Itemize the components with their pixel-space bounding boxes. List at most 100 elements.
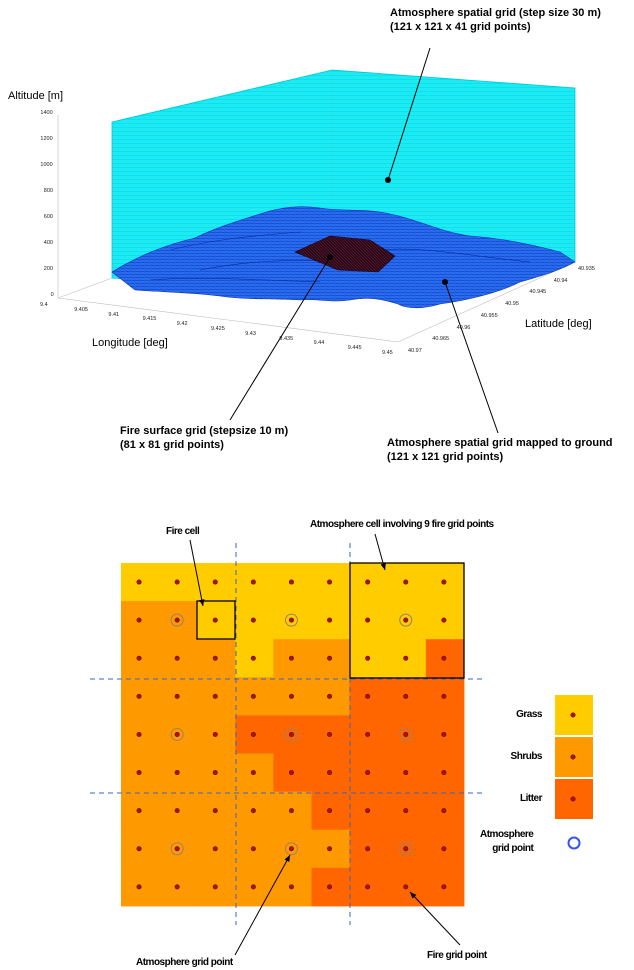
fire-point-arrow-head bbox=[410, 892, 417, 899]
fire-grid-point bbox=[288, 655, 294, 661]
fire-grid-point bbox=[365, 579, 371, 585]
fuel-cell bbox=[235, 715, 274, 754]
fire-grid-point-label: Fire grid point bbox=[427, 950, 487, 961]
fire-grid-point bbox=[212, 808, 218, 814]
legend-swatch bbox=[555, 695, 593, 735]
atm-cell-arrow bbox=[374, 533, 386, 571]
fire-grid-point bbox=[212, 655, 218, 661]
fire-cell-outline bbox=[196, 600, 236, 640]
fuel-cell bbox=[387, 791, 427, 831]
fuel-cell bbox=[273, 867, 312, 907]
fire-grid-point bbox=[288, 693, 294, 699]
fuel-cell bbox=[159, 791, 198, 831]
z-tick: 1000 bbox=[40, 162, 53, 168]
fuel-cell bbox=[159, 563, 198, 602]
fire-grid-point bbox=[441, 731, 447, 737]
atmosphere-grid-marker bbox=[385, 177, 391, 183]
fuel-cell bbox=[387, 753, 427, 793]
fuel-cell bbox=[349, 867, 389, 907]
fire-grid-point bbox=[174, 884, 180, 890]
fire-grid-point bbox=[403, 579, 409, 585]
fire-grid-point bbox=[403, 884, 409, 890]
atmosphere-grid-point bbox=[170, 842, 184, 856]
fuel-cell bbox=[349, 601, 389, 640]
fuel-cell bbox=[349, 715, 389, 754]
fuel-cell bbox=[159, 715, 198, 754]
fuel-cell bbox=[311, 829, 351, 869]
fuel-cell bbox=[121, 753, 160, 793]
fire-grid-point bbox=[174, 693, 180, 699]
x-tick: 9.42 bbox=[176, 321, 188, 328]
fuel-cell bbox=[349, 791, 389, 831]
atmosphere-grid-point bbox=[284, 613, 298, 627]
fire-grid-point bbox=[212, 884, 218, 890]
fuel-cell bbox=[387, 715, 427, 754]
z-tick: 400 bbox=[43, 240, 53, 246]
fire-grid-point bbox=[288, 731, 294, 737]
fuel-cell bbox=[235, 753, 274, 793]
fuel-cell bbox=[425, 601, 465, 640]
atmosphere-grid-annotation: Atmosphere spatial grid (step size 30 m)… bbox=[390, 7, 601, 33]
x-tick: 9.45 bbox=[382, 350, 393, 356]
atmosphere-cell-outline bbox=[349, 562, 465, 679]
fuel-cell bbox=[273, 563, 312, 602]
fire-grid-point bbox=[174, 808, 180, 814]
fuel-cell bbox=[425, 639, 465, 678]
x-tick: 9.43 bbox=[245, 330, 256, 337]
legend-fire-point bbox=[570, 712, 576, 718]
fire-grid-point bbox=[288, 884, 294, 890]
fuel-cell bbox=[235, 639, 274, 678]
fire-grid-point bbox=[327, 770, 333, 776]
legend-label: Grass bbox=[516, 709, 542, 720]
fire-grid-point bbox=[365, 884, 371, 890]
fire-grid-point bbox=[212, 693, 218, 699]
fuel-cell bbox=[121, 791, 160, 831]
fire-grid-point bbox=[365, 693, 371, 699]
atm-point-arrow-head bbox=[284, 855, 290, 862]
fire-grid-point bbox=[327, 693, 333, 699]
fire-grid-point bbox=[136, 655, 142, 661]
fire-grid-point bbox=[174, 579, 180, 585]
fuel-cell bbox=[349, 677, 389, 716]
fire-grid-point bbox=[365, 655, 371, 661]
fire-grid-point bbox=[441, 579, 447, 585]
fuel-cell bbox=[425, 677, 465, 716]
atmosphere-grid-point bbox=[399, 842, 413, 856]
fuel-cell bbox=[159, 867, 198, 907]
3d-grid-figure bbox=[57, 47, 576, 434]
fire-grid-point bbox=[250, 579, 256, 585]
fire-grid-point bbox=[212, 617, 218, 623]
fuel-cell bbox=[349, 829, 389, 869]
fire-grid-point bbox=[136, 846, 142, 852]
fuel-cell bbox=[425, 867, 465, 907]
y-tick: 40.935 bbox=[578, 266, 595, 272]
z-tick: 600 bbox=[43, 214, 53, 220]
fuel-cell bbox=[235, 601, 274, 640]
z-tick: 200 bbox=[43, 266, 53, 272]
fire-surface-grid-annotation: Fire surface grid (stepsize 10 m) (81 x … bbox=[120, 425, 289, 451]
fire-grid-point bbox=[441, 808, 447, 814]
fuel-cell bbox=[121, 715, 160, 754]
fire-grid-point bbox=[403, 808, 409, 814]
atm-point-arrow bbox=[234, 854, 291, 956]
fire-grid-point bbox=[212, 731, 218, 737]
fuel-cell bbox=[159, 639, 198, 678]
fuel-cell bbox=[311, 639, 351, 678]
fuel-cell bbox=[121, 563, 160, 602]
annotation-arrows bbox=[229, 47, 499, 434]
legend-swatch bbox=[555, 779, 593, 819]
fuel-cell bbox=[311, 867, 351, 907]
fuel-cell bbox=[311, 563, 351, 602]
y-tick: 40.965 bbox=[432, 336, 450, 343]
fire-grid-point bbox=[365, 770, 371, 776]
fuel-cell bbox=[273, 791, 312, 831]
fire-cell-label: Fire cell bbox=[166, 526, 200, 537]
fuel-cell bbox=[425, 715, 465, 754]
fire-grid-point bbox=[288, 617, 294, 623]
fire-grid-point bbox=[441, 770, 447, 776]
legend-label: Shrubs bbox=[510, 751, 543, 762]
fuel-cell bbox=[387, 867, 427, 907]
fire-grid-point bbox=[250, 731, 256, 737]
fire-grid-point bbox=[403, 617, 409, 623]
fuel-cell bbox=[235, 791, 274, 831]
